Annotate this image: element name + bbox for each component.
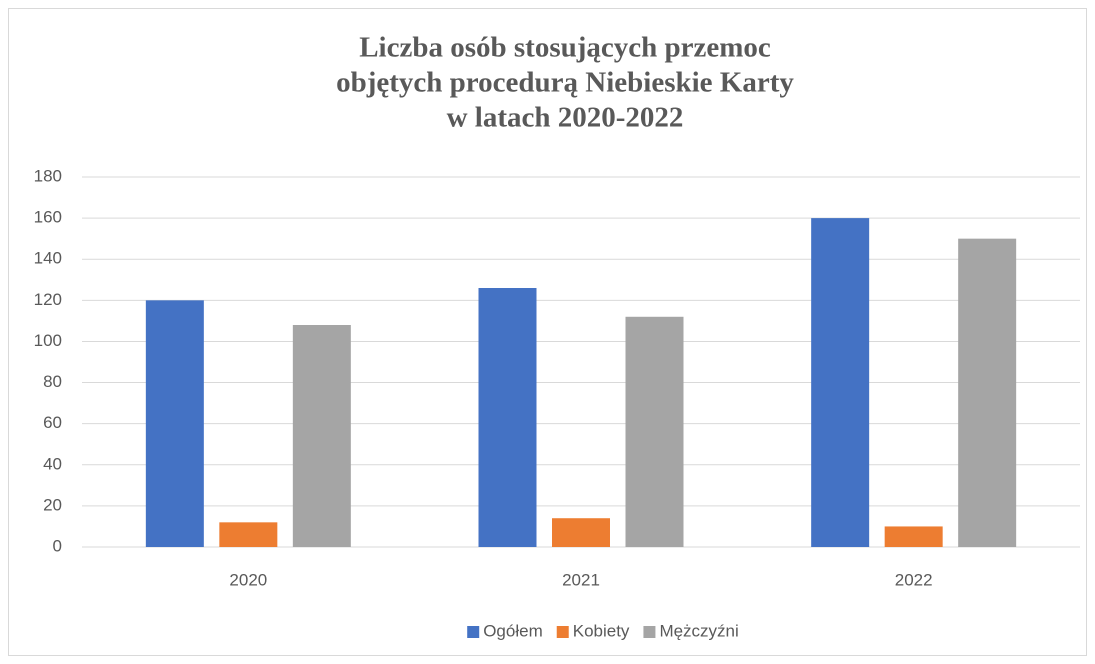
y-tick-label: 180 xyxy=(34,166,62,185)
legend-label: Kobiety xyxy=(573,621,630,640)
bar xyxy=(811,218,870,547)
bar xyxy=(625,316,684,547)
legend-swatch xyxy=(643,626,656,638)
bar xyxy=(145,300,204,547)
legend-label: Mężczyźni xyxy=(659,621,738,640)
y-tick-label: 120 xyxy=(34,290,62,309)
bar xyxy=(552,518,610,547)
chart-title: Liczba osób stosujących przemoc xyxy=(359,32,771,64)
bar xyxy=(884,526,943,547)
chart-title: objętych procedurą Niebieskie Karty xyxy=(336,67,794,99)
x-tick-label: 2022 xyxy=(895,570,933,589)
y-tick-label: 80 xyxy=(43,372,62,391)
legend-swatch xyxy=(556,626,569,638)
y-tick-label: 20 xyxy=(43,495,62,514)
bar xyxy=(292,325,351,547)
bar xyxy=(478,288,537,547)
x-tick-label: 2021 xyxy=(562,570,600,589)
chart-title: w latach 2020-2022 xyxy=(447,102,684,134)
y-tick-label: 60 xyxy=(43,413,62,432)
legend-label: Ogółem xyxy=(483,621,543,640)
bar xyxy=(958,238,1017,547)
x-tick-label: 2020 xyxy=(229,570,267,589)
y-tick-label: 0 xyxy=(53,536,62,555)
y-tick-label: 140 xyxy=(34,249,62,268)
y-tick-label: 160 xyxy=(34,208,62,227)
y-tick-label: 100 xyxy=(34,331,62,350)
bar xyxy=(219,522,278,547)
y-tick-label: 40 xyxy=(43,454,62,473)
legend-swatch xyxy=(467,626,480,638)
